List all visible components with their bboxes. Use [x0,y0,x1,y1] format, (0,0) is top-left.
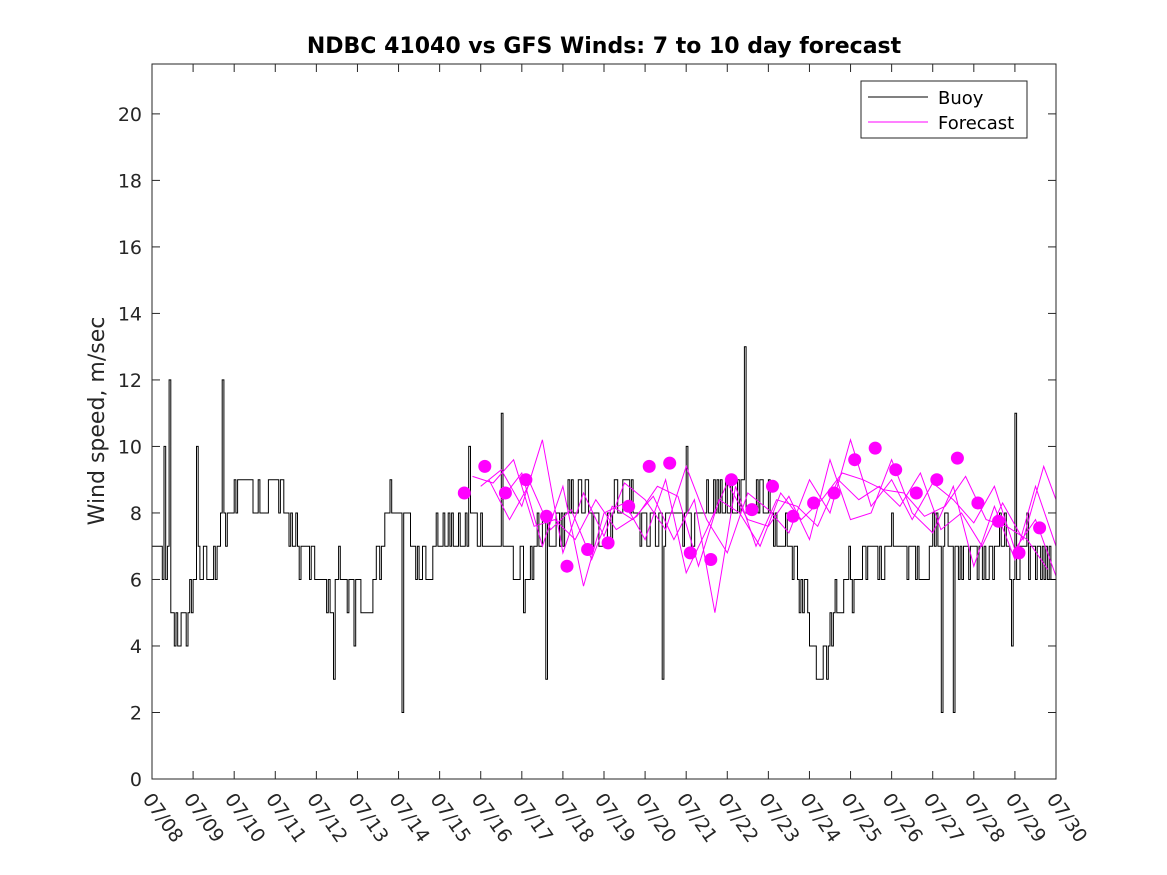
forecast-point-13 [724,473,738,487]
forecast-point-2 [498,486,512,500]
forecast-point-10 [663,456,677,470]
forecast-point-20 [868,441,882,455]
legend: Buoy Forecast [860,80,1028,139]
chart-title: NDBC 41040 vs GFS Winds: 7 to 10 day for… [307,34,902,59]
y-tick-label-0: 0 [130,769,142,791]
y-tick-label-2: 4 [130,636,142,658]
legend-forecast-label: Forecast [938,113,1014,134]
y-tick-label-8: 16 [118,237,142,259]
y-axis-label: Wind speed, m/sec [85,317,110,526]
forecast-point-27 [1012,546,1026,560]
y-tick-label-7: 14 [118,303,142,325]
forecast-point-15 [766,479,779,493]
y-tick-label-9: 18 [118,170,142,192]
forecast-points [457,441,1047,573]
forecast-point-21 [889,463,903,477]
y-tick-label-10: 20 [118,104,142,126]
forecast-point-6 [581,543,595,556]
forecast-point-22 [909,486,923,500]
forecast-point-4 [540,509,553,523]
forecast-line-0 [472,458,1049,570]
forecast-line-1 [480,438,1057,577]
forecast-point-12 [704,553,718,566]
forecast-point-25 [971,496,985,510]
forecast-point-18 [827,486,841,500]
y-tick-label-6: 12 [118,370,142,392]
forecast-point-5 [560,559,574,573]
forecast-point-8 [622,499,636,513]
y-tick-label-3: 6 [130,569,142,591]
y-tick-label-1: 2 [130,702,142,724]
forecast-point-0 [457,486,471,500]
plot-area-frame [151,63,1057,780]
y-tick-label-5: 10 [118,436,142,458]
forecast-point-11 [683,546,697,560]
forecast-point-7 [601,536,615,550]
forecast-point-17 [807,496,821,510]
forecast-point-3 [519,473,533,487]
forecast-point-23 [930,473,944,487]
forecast-point-16 [786,509,800,523]
forecast-point-24 [950,451,964,465]
legend-buoy-label: Buoy [938,88,984,109]
forecast-point-1 [478,459,492,473]
forecast-point-14 [745,503,759,517]
y-tick-label-4: 8 [130,503,142,525]
forecast-point-28 [1033,521,1047,535]
forecast-line-2 [488,464,1057,613]
forecast-point-26 [992,514,1005,528]
forecast-point-19 [848,453,862,467]
forecast-point-9 [642,459,656,473]
legend-box [860,80,1028,139]
